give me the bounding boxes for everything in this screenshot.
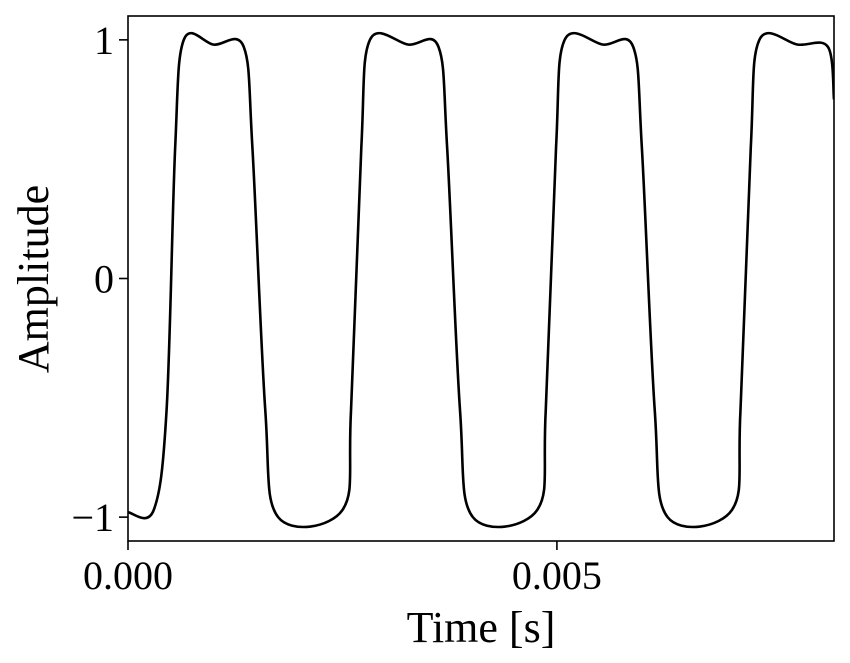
x-tick-label-0: 0.000	[83, 553, 173, 598]
x-tick-label-1: 0.005	[512, 553, 602, 598]
y-axis-title: Amplitude	[9, 185, 58, 373]
y-tick-label-1: 0	[94, 257, 114, 302]
plot-area-frame	[127, 15, 835, 542]
y-tick-label-2: 1	[94, 18, 114, 63]
x-axis-title: Time [s]	[407, 603, 556, 652]
series-line-0	[128, 31, 834, 529]
y-tick-label-0: −1	[71, 495, 114, 540]
